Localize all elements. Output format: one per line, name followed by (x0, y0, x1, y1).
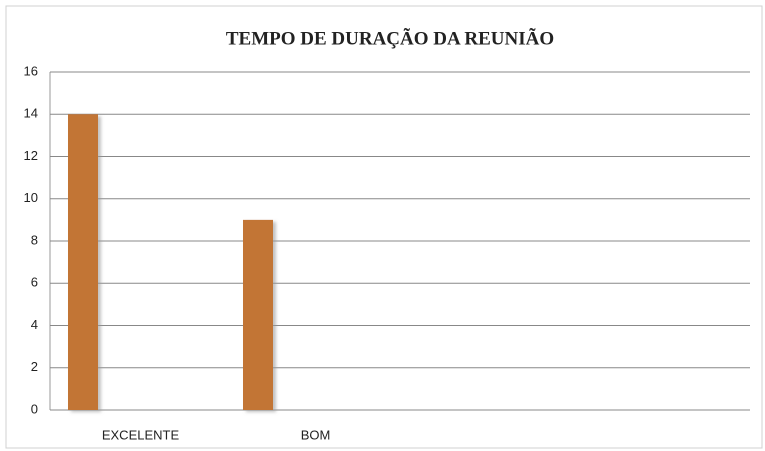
chart-title: TEMPO DE DURAÇÃO DA REUNIÃO (226, 27, 554, 49)
y-tick-label: 12 (24, 148, 38, 163)
y-tick-label: 2 (31, 359, 38, 374)
x-tick-label: BOM (301, 427, 331, 442)
y-tick-label: 16 (24, 63, 38, 78)
y-tick-label: 8 (31, 232, 38, 247)
x-tick-label: EXCELENTE (102, 427, 180, 442)
y-tick-label: 4 (31, 317, 38, 332)
y-tick-label: 14 (24, 106, 38, 121)
y-tick-label: 0 (31, 401, 38, 416)
bar (243, 219, 273, 410)
y-tick-label: 6 (31, 275, 38, 290)
chart-frame (5, 5, 763, 449)
bar (68, 114, 98, 410)
y-tick-label: 10 (24, 190, 38, 205)
